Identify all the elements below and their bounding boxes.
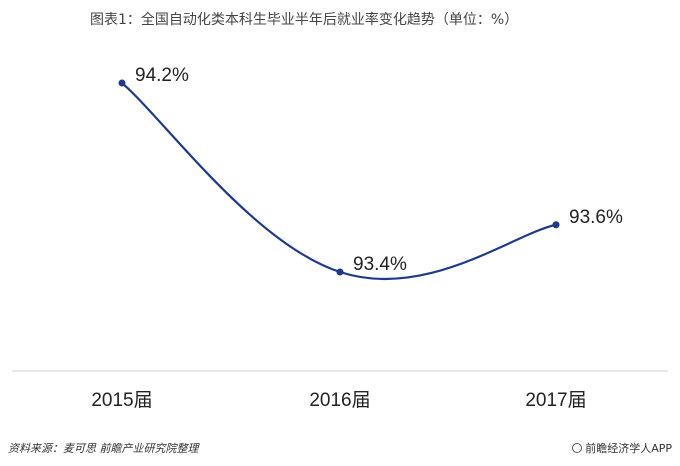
chart-title: 图表1：全国自动化类本科生毕业半年后就业率变化趋势（单位：%）	[90, 12, 519, 28]
brand-text: 前瞻经济学人APP	[585, 442, 672, 455]
source-note: 资料来源：麦可思 前瞻产业研究院整理	[8, 442, 199, 455]
series-line	[121, 82, 557, 281]
data-point-3	[552, 221, 560, 229]
data-point-2	[336, 268, 344, 276]
data-label-1: 94.2%	[135, 65, 189, 86]
data-label-3: 93.6%	[569, 207, 623, 228]
x-tick-label-2: 2016届	[309, 390, 370, 411]
x-tick-label-1: 2015届	[91, 390, 152, 411]
brand-logo-icon	[572, 443, 583, 453]
x-tick-label-3: 2017届	[525, 390, 586, 411]
brand-label: 前瞻经济学人APP	[572, 440, 672, 456]
data-point-1	[118, 79, 126, 87]
data-label-2: 93.4%	[353, 254, 407, 275]
